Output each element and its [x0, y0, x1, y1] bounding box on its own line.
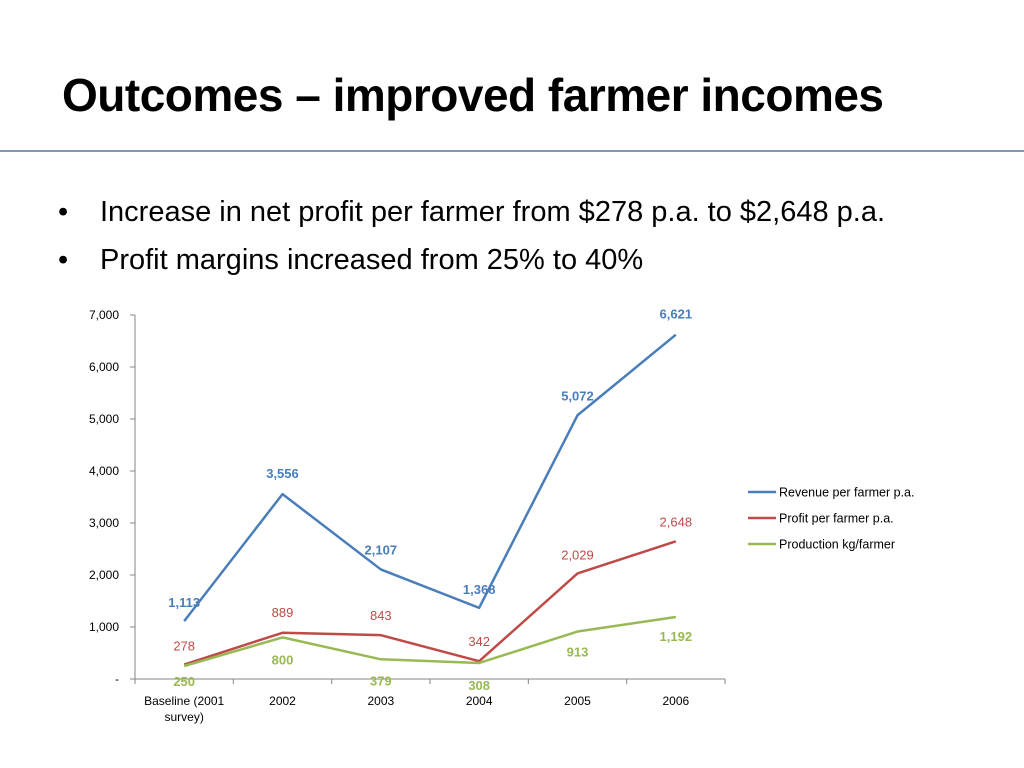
legend-label: Profit per farmer p.a. [779, 512, 894, 526]
data-label: 342 [468, 634, 490, 649]
data-label: 2,648 [660, 514, 693, 529]
data-label: 2,029 [561, 547, 594, 562]
x-tick-label: 2002 [269, 694, 296, 708]
x-tick-label: 2004 [466, 694, 493, 708]
series-line [183, 333, 677, 622]
y-tick-label: - [115, 672, 119, 686]
data-label: 843 [370, 608, 392, 623]
x-tick-label: Baseline (2001 survey) [144, 694, 224, 724]
x-tick-label: 2003 [367, 694, 394, 708]
data-label: 2,107 [365, 542, 398, 557]
y-tick-label: 2,000 [89, 568, 119, 582]
y-tick-label: 3,000 [89, 516, 119, 530]
data-label: 800 [272, 652, 294, 667]
bullet-icon: • [58, 196, 69, 228]
slide-title: Outcomes – improved farmer incomes [62, 69, 884, 121]
bullet-icon: • [58, 244, 69, 276]
x-tick-label: 2006 [662, 694, 689, 708]
y-tick-label: 1,000 [89, 620, 119, 634]
bullet-list: • Increase in net profit per farmer from… [58, 188, 885, 284]
bullet-item: • Profit margins increased from 25% to 4… [58, 236, 885, 284]
y-tick-label: 4,000 [89, 464, 119, 478]
data-label: 379 [370, 673, 392, 688]
data-label: 250 [173, 674, 195, 689]
data-label: 308 [468, 678, 490, 693]
line-chart: - 1,000 2,000 3,000 4,000 5,000 6,000 7,000 Base… [89, 307, 915, 724]
data-label: 6,621 [660, 307, 693, 322]
series-line [183, 615, 677, 668]
data-label: 3,556 [266, 466, 299, 481]
series-line [183, 540, 677, 666]
y-tick-label: 6,000 [89, 360, 119, 374]
data-label: 1,113 [168, 595, 200, 610]
data-label: 1,368 [463, 582, 496, 597]
x-tick-label: 2005 [564, 694, 591, 708]
data-label: 5,072 [561, 388, 594, 403]
legend-label: Revenue per farmer p.a. [779, 486, 915, 500]
bullet-text: Profit margins increased from 25% to 40% [100, 244, 644, 276]
title-divider [0, 150, 1024, 152]
data-label: 1,192 [660, 629, 693, 644]
bullet-text: Increase in net profit per farmer from $… [100, 196, 886, 228]
y-tick-label: 7,000 [89, 308, 119, 322]
data-label: 913 [567, 645, 589, 660]
data-label: 278 [173, 639, 195, 654]
y-tick-label: 5,000 [89, 412, 119, 426]
data-label: 889 [272, 605, 294, 620]
legend-label: Production kg/farmer [779, 538, 895, 552]
bullet-item: • Increase in net profit per farmer from… [58, 188, 885, 236]
